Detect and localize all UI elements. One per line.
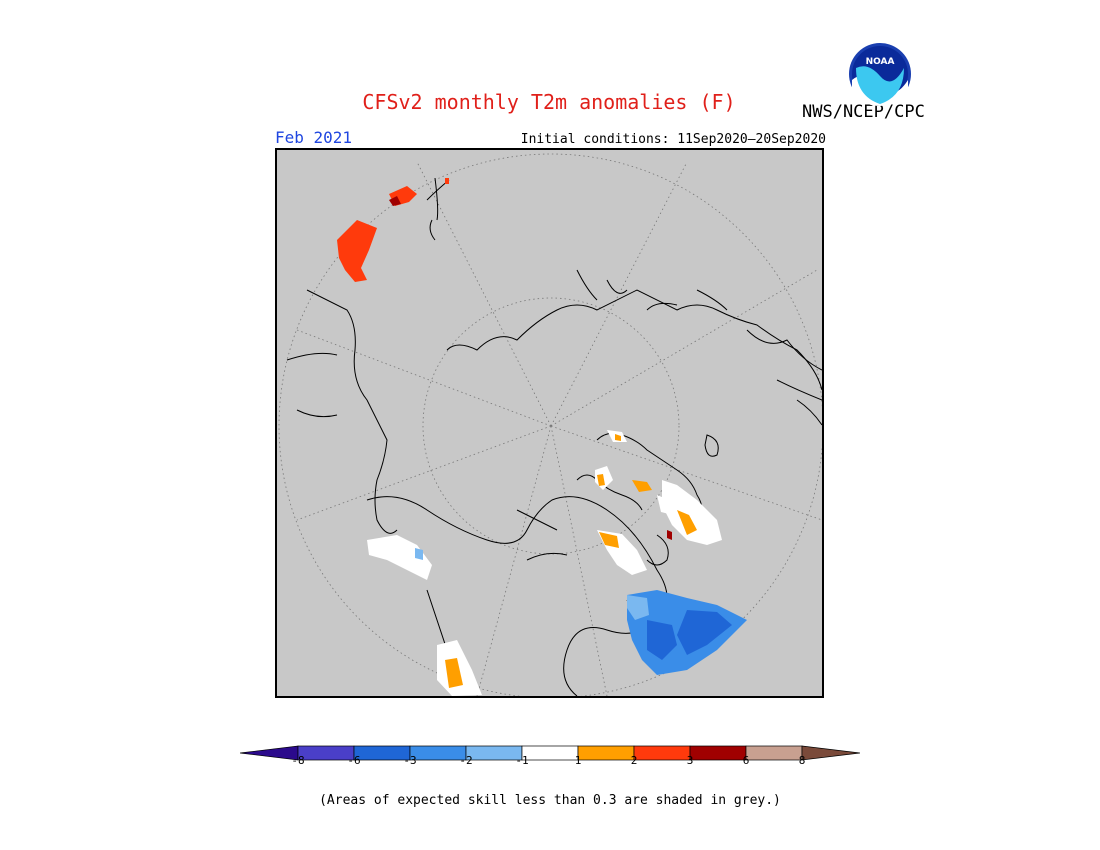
polar-map — [275, 148, 824, 698]
colorbar-segment — [577, 745, 635, 761]
colorbar-segment — [689, 745, 747, 761]
colorbar-tick-label: -8 — [291, 754, 305, 767]
organization-label: NWS/NCEP/CPC — [802, 102, 925, 122]
valid-month: Feb 2021 — [275, 128, 353, 147]
initial-conditions: Initial conditions: 11Sep2020–20Sep2020 — [520, 132, 826, 147]
colorbar-segment — [353, 745, 411, 761]
colorbar-arrow-high — [801, 745, 860, 761]
noaa-logo: NOAA — [848, 42, 912, 106]
colorbar-tick-label: -3 — [403, 754, 417, 767]
colorbar-arrow-low — [240, 745, 299, 761]
anomaly-region-europe — [337, 220, 377, 282]
colorbar-segment — [745, 745, 803, 761]
graticule — [278, 153, 822, 696]
colorbar-segment — [465, 745, 523, 761]
anomaly-region-siberia — [662, 480, 722, 545]
anomaly-region-western-canada — [367, 535, 432, 580]
footnote: (Areas of expected skill less than 0.3 a… — [319, 793, 781, 808]
logo-text: NOAA — [866, 57, 895, 67]
colorbar-segment — [521, 745, 579, 761]
colorbar-tick-label: -6 — [347, 754, 361, 767]
color-bar — [240, 745, 860, 761]
colorbar-tick-label: 3 — [686, 754, 694, 767]
colorbar-tick-label: 8 — [798, 754, 806, 767]
colorbar-tick-label: 2 — [630, 754, 638, 767]
colorbar-tick-label: -1 — [515, 754, 529, 767]
map-title: CFSv2 monthly T2m anomalies (F) — [362, 90, 736, 114]
colorbar-segment — [409, 745, 467, 761]
colorbar-tick-label: 6 — [742, 754, 750, 767]
colorbar-tick-label: -2 — [459, 754, 473, 767]
anomaly-shading — [337, 178, 747, 696]
colorbar-segment — [633, 745, 691, 761]
anomaly-region-kola — [389, 196, 401, 206]
colorbar-tick-label: 1 — [574, 754, 582, 767]
colorbar-segment — [297, 745, 355, 761]
